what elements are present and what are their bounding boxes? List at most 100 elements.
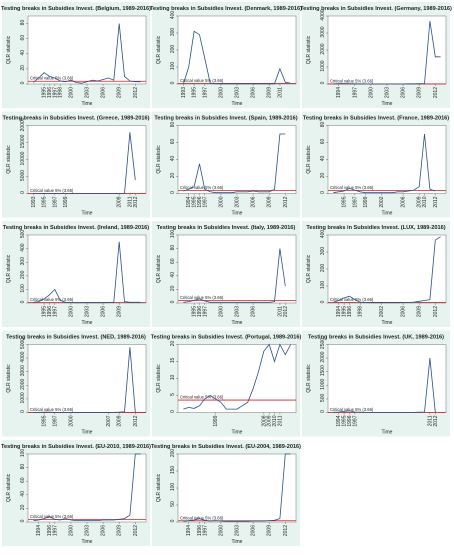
x-tick-label: 2006 bbox=[251, 87, 257, 98]
y-tick-label: 500 bbox=[20, 230, 26, 239]
data-line bbox=[333, 358, 436, 413]
chart-panel: Testing breaks in Subsidies Invest. (Ire… bbox=[2, 221, 150, 327]
x-tick-label: 2008 bbox=[261, 415, 267, 426]
data-line bbox=[183, 30, 291, 85]
critical-label: Critical value 5% (3.66) bbox=[180, 515, 224, 520]
x-axis-label: Time bbox=[232, 211, 243, 217]
plot-area bbox=[327, 15, 447, 85]
critical-label: Critical value 5% (3.66) bbox=[180, 78, 224, 83]
x-tick-label: 2012 bbox=[433, 87, 439, 98]
x-axis-label: Time bbox=[232, 101, 243, 107]
chart-panel: Testing breaks in Subsidies Invest. (Ita… bbox=[152, 221, 300, 327]
y-tick-label: 500 bbox=[320, 394, 326, 403]
y-tick-label: 0 bbox=[170, 410, 176, 413]
x-tick-label: 1999 bbox=[63, 196, 69, 207]
y-tick-label: 40 bbox=[170, 156, 176, 162]
x-axis-label: Time bbox=[82, 211, 93, 217]
x-tick-label: 2012 bbox=[133, 415, 139, 426]
x-tick-label: 2007 bbox=[106, 415, 112, 426]
critical-label: Critical value 5% (3.66) bbox=[180, 395, 224, 400]
x-tick-label: 1996 bbox=[47, 525, 53, 536]
x-tick-label: 2009 bbox=[417, 87, 423, 98]
chart-title: Testing breaks in Subsidies Invest. (Ita… bbox=[157, 225, 296, 231]
y-tick-label: 80 bbox=[320, 122, 326, 128]
x-tick-label: 1994 bbox=[186, 196, 192, 207]
data-line bbox=[33, 453, 141, 521]
y-tick-label: 4000 bbox=[20, 351, 26, 362]
chart-title: Testing breaks in Subsidies Invest. (NED… bbox=[6, 335, 146, 341]
y-tick-label: 0 bbox=[170, 191, 176, 194]
chart-panel: Testing breaks in Subsidies Invest. (NED… bbox=[2, 330, 150, 437]
x-tick-label: 2000 bbox=[68, 415, 74, 426]
x-tick-label: 2010 bbox=[422, 196, 428, 207]
y-tick-label: 100 bbox=[170, 230, 176, 239]
y-tick-label: 20 bbox=[20, 504, 26, 510]
y-tick-label: 40 bbox=[20, 491, 26, 497]
critical-label: Critical value 5% (3.66) bbox=[330, 407, 374, 412]
y-tick-label: 40 bbox=[170, 272, 176, 278]
y-axis-label: QLR statistic bbox=[306, 364, 312, 393]
data-line bbox=[33, 241, 141, 304]
x-tick-label: 2000 bbox=[68, 525, 74, 536]
y-tick-label: 2000 bbox=[320, 43, 326, 54]
chart-title: Testing breaks in Subsidies Invest. (Gre… bbox=[3, 116, 150, 122]
y-tick-label: 2500 bbox=[320, 338, 326, 349]
x-tick-label: 2009 bbox=[417, 306, 423, 317]
x-tick-label: 2003 bbox=[385, 87, 391, 98]
chart-title: Testing breaks in Subsidies Invest. (Den… bbox=[150, 6, 302, 12]
x-tick-label: 1995 bbox=[192, 196, 198, 207]
data-line bbox=[33, 132, 136, 194]
x-tick-label: 2003 bbox=[85, 87, 91, 98]
x-tick-label: 2000 bbox=[218, 306, 224, 317]
x-tick-label: 1993 bbox=[31, 196, 37, 207]
y-tick-label: 0 bbox=[20, 300, 26, 303]
plot-area bbox=[327, 125, 447, 194]
chart-panel: Testing breaks in Subsidies Invest. (Gre… bbox=[2, 111, 150, 218]
x-tick-label: 2003 bbox=[85, 306, 91, 317]
y-tick-label: 50 bbox=[170, 501, 176, 507]
y-tick-label: 200 bbox=[320, 264, 326, 273]
x-axis-label: Time bbox=[382, 430, 393, 436]
y-tick-label: 0 bbox=[320, 191, 326, 194]
y-axis-label: QLR statistic bbox=[156, 35, 162, 64]
y-tick-label: 5000 bbox=[20, 170, 26, 181]
y-tick-label: 60 bbox=[20, 477, 26, 483]
x-tick-label: 1997 bbox=[52, 415, 58, 426]
y-tick-label: 200 bbox=[170, 449, 176, 458]
y-tick-label: 1500 bbox=[320, 365, 326, 376]
x-tick-label: 2009 bbox=[117, 196, 123, 207]
x-tick-label: 1993 bbox=[181, 87, 187, 98]
critical-label: Critical value 5% (3.66) bbox=[30, 514, 74, 519]
y-tick-label: 400 bbox=[320, 230, 326, 239]
chart-title: Testing breaks in Subsidies Invest. (Por… bbox=[151, 335, 302, 341]
plot-area bbox=[27, 125, 147, 194]
x-tick-label: 1995 bbox=[192, 306, 198, 317]
y-tick-label: 100 bbox=[20, 284, 26, 293]
data-line bbox=[183, 133, 286, 194]
x-tick-label: 2003 bbox=[235, 87, 241, 98]
x-axis-label: Time bbox=[82, 430, 93, 436]
x-tick-label: 2009 bbox=[117, 306, 123, 317]
y-tick-label: 100 bbox=[320, 281, 326, 290]
y-axis-label: QLR statistic bbox=[6, 35, 12, 64]
y-tick-label: 60 bbox=[20, 35, 26, 41]
chart-panel: Testing breaks in Subsidies Invest. (LUX… bbox=[302, 221, 450, 327]
y-tick-label: 200 bbox=[20, 270, 26, 279]
x-tick-label: 2003 bbox=[85, 525, 91, 536]
x-tick-label: 1994 bbox=[336, 415, 342, 426]
x-tick-label: 2009 bbox=[117, 525, 123, 536]
x-tick-label: 2011 bbox=[127, 196, 133, 207]
plot-area bbox=[177, 125, 297, 194]
x-tick-label: 1994 bbox=[336, 306, 342, 317]
x-tick-label: 1997 bbox=[352, 87, 358, 98]
critical-label: Critical value 5% (3.66) bbox=[330, 297, 374, 302]
x-tick-label: 2000 bbox=[68, 87, 74, 98]
y-axis-label: QLR statistic bbox=[6, 254, 12, 283]
chart-panel: Testing breaks in Subsidies Invest. (Ger… bbox=[300, 2, 452, 108]
x-tick-label: 2012 bbox=[283, 525, 289, 536]
x-tick-label: 2012 bbox=[133, 525, 139, 536]
x-tick-label: 1996 bbox=[47, 306, 53, 317]
y-tick-label: 1000 bbox=[20, 392, 26, 403]
plot-area bbox=[327, 344, 447, 413]
